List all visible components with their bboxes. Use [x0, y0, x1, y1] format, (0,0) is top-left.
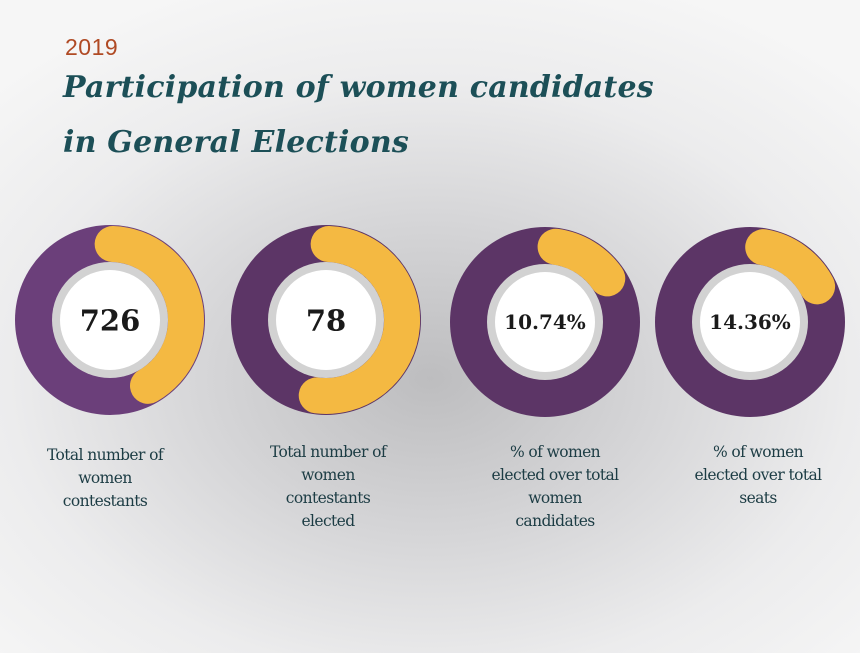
donut-value-label: 78 — [306, 303, 346, 337]
chart-title-line-2: in General Elections — [63, 125, 409, 160]
donut-value-label: 14.36% — [709, 310, 791, 334]
caption-line: women — [301, 466, 355, 484]
caption-total-women-contestants: Total number of women contestants — [10, 444, 200, 513]
donut-value-label: 726 — [80, 303, 141, 337]
caption-line: women — [78, 469, 132, 487]
chart-title-line-1: Participation of women candidates — [63, 70, 654, 105]
caption-line: % of women — [509, 443, 601, 461]
donut-highlight-arc — [298, 226, 421, 414]
caption-line: contestants — [285, 489, 371, 507]
donut-highlight-arc — [94, 226, 204, 404]
donut-pct-elected-over-seats: 14.36% — [655, 227, 845, 417]
donut-center — [700, 272, 800, 372]
caption-line: women — [528, 489, 582, 507]
donut-center — [495, 272, 595, 372]
caption-line: elected over total — [491, 466, 619, 484]
caption-women-contestants-elected: Total number of women contestants elected — [233, 441, 423, 533]
caption-line: Total number of — [47, 446, 164, 464]
caption-line: Total number of — [270, 443, 387, 461]
donut-center — [276, 270, 376, 370]
caption-line: contestants — [62, 492, 148, 510]
year-label: 2019 — [65, 34, 119, 60]
donut-pct-elected-over-candidates: 10.74% — [450, 227, 640, 417]
caption-line: % of women — [712, 443, 804, 461]
caption-line: elected over total — [694, 466, 822, 484]
caption-pct-elected-over-candidates: % of women elected over total women candida… — [460, 441, 650, 533]
donut-highlight-arc — [537, 228, 626, 297]
donut-value-label: 10.74% — [504, 310, 586, 334]
caption-pct-elected-over-seats: % of women elected over total seats — [663, 441, 853, 510]
caption-line: candidates — [515, 512, 595, 530]
donut-highlight-arc — [745, 229, 836, 305]
donut-center — [60, 270, 160, 370]
donut-total-women-contestants: 726 — [15, 225, 205, 415]
caption-line: seats — [739, 489, 777, 507]
donut-women-contestants-elected: 78 — [231, 225, 421, 415]
caption-line: elected — [301, 512, 355, 530]
